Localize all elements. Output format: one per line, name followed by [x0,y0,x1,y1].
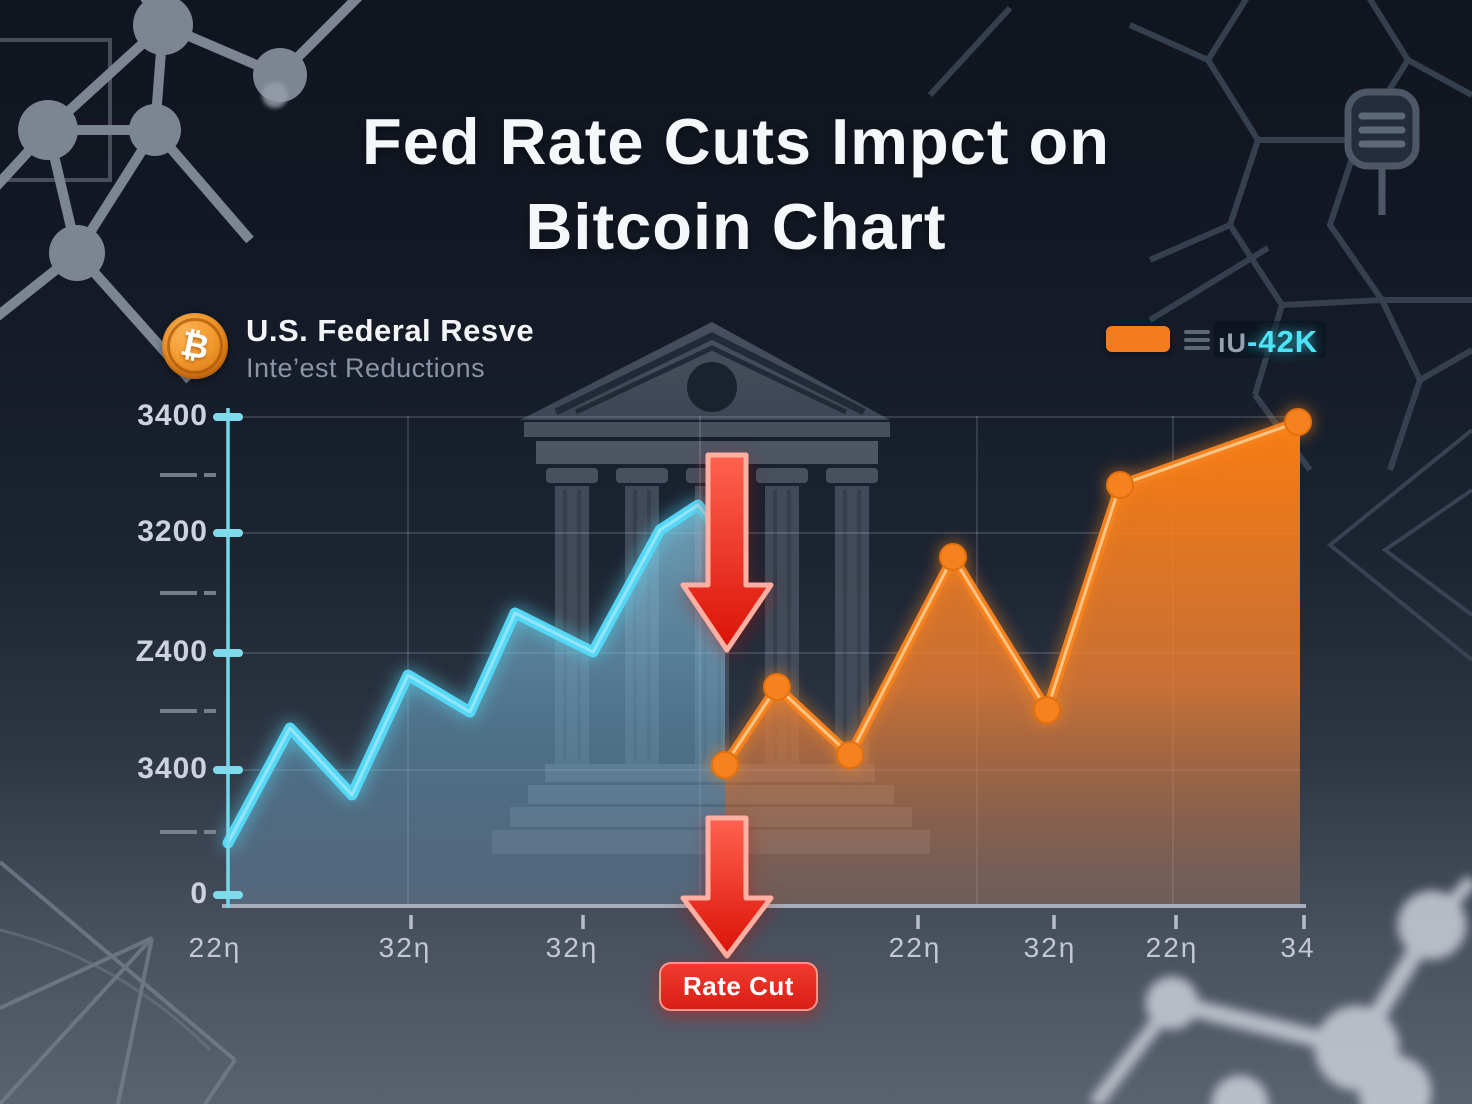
rate-cut-arrow-icon [680,815,774,959]
bottom-left-lines [0,860,237,1104]
network-graph-icon [0,0,363,384]
data-point-marker [1106,471,1134,499]
data-point-marker [939,543,967,571]
data-point-marker [1033,696,1061,724]
data-point-marker [763,673,791,701]
molecule-icon [1089,875,1472,1104]
right-edge-lines [1326,428,1472,662]
data-point-marker [836,741,864,769]
lock-icon [1344,88,1420,215]
data-point-marker [711,751,739,779]
rate-cut-button[interactable]: Rate Cut [659,962,818,1011]
data-point-marker [1284,408,1312,436]
rate-cut-arrow-icon [680,452,774,653]
